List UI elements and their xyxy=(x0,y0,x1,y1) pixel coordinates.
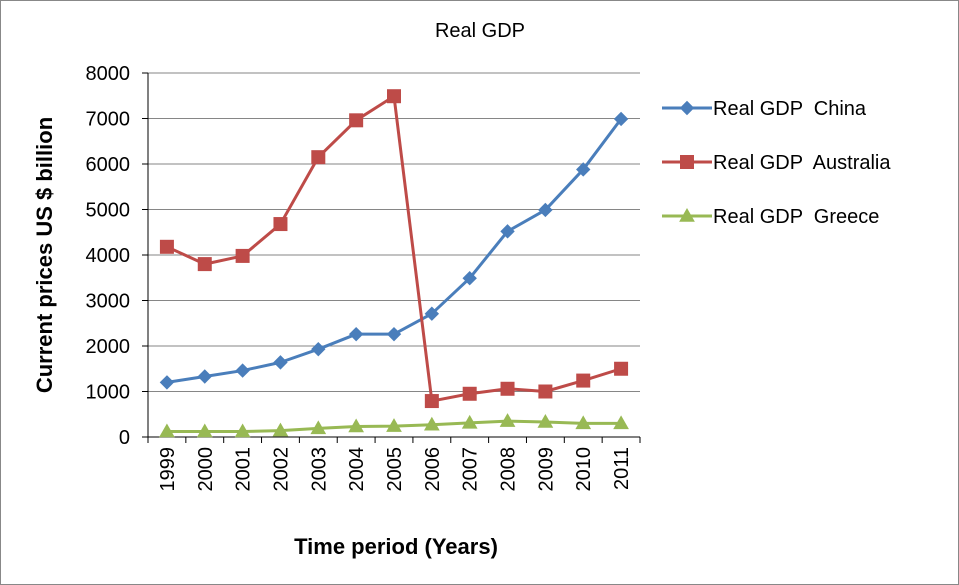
legend: Real GDP China Real GDP Australia Real GDP… xyxy=(662,98,891,228)
data-point xyxy=(387,89,401,104)
y-tick-label: 1000 xyxy=(86,382,131,404)
x-tick-labels: 1999 2000 2001 2002 2003 2004 2005 2006 2007 2008… xyxy=(157,447,633,492)
data-point xyxy=(159,375,175,390)
data-point xyxy=(613,111,629,127)
x-tick-label: 2005 xyxy=(384,447,406,492)
y-tick-label: 7000 xyxy=(86,109,131,131)
data-point xyxy=(614,361,629,376)
data-point xyxy=(538,202,553,218)
gridlines xyxy=(142,72,641,443)
data-point xyxy=(273,217,288,232)
legend-marker xyxy=(679,207,695,222)
x-tick-label: 2002 xyxy=(270,447,292,492)
data-point xyxy=(462,270,477,286)
series-1 xyxy=(159,111,629,390)
legend-label: Real GDP China xyxy=(713,98,867,120)
x-tick-label: 2008 xyxy=(498,447,520,492)
y-tick-label: 3000 xyxy=(86,291,131,313)
series-3 xyxy=(159,413,629,438)
data-point xyxy=(576,162,591,177)
data-point xyxy=(423,416,440,431)
data-point xyxy=(310,420,327,435)
y-tick-label: 2000 xyxy=(86,336,131,358)
y-tick-label: 8000 xyxy=(86,63,131,85)
data-point xyxy=(576,373,591,388)
data-point xyxy=(424,306,440,321)
legend-marker xyxy=(679,100,695,116)
x-tick-label: 2009 xyxy=(535,447,557,492)
legend-label: Real GDP Australia xyxy=(713,152,891,174)
y-tick-labels: 0 1000 2000 3000 4000 5000 6000 7000 8000 xyxy=(86,63,131,449)
data-point xyxy=(196,423,213,438)
data-point xyxy=(538,384,553,399)
data-point xyxy=(159,423,175,438)
data-point xyxy=(349,113,364,128)
x-tick-label: 2003 xyxy=(308,447,330,492)
legend-entry: Real GDP Australia xyxy=(662,152,891,174)
legend-label: Real GDP Greece xyxy=(713,206,879,228)
y-tick-label: 5000 xyxy=(86,200,131,222)
y-tick-label: 0 xyxy=(119,427,130,449)
data-point xyxy=(311,150,326,165)
data-point xyxy=(197,369,212,384)
data-point xyxy=(348,326,364,342)
legend-entry: Real GDP Greece xyxy=(662,206,879,228)
x-tick-label: 2000 xyxy=(195,447,217,492)
legend-marker xyxy=(680,155,694,169)
data-point xyxy=(386,418,402,432)
series-2 xyxy=(159,89,629,409)
x-tick-label: 2006 xyxy=(422,447,444,492)
data-point xyxy=(311,341,326,357)
data-point xyxy=(273,355,288,370)
x-tick-label: 2007 xyxy=(460,447,482,492)
x-axis-title: Time period (Years) xyxy=(294,534,498,559)
data-point xyxy=(234,423,251,438)
data-point xyxy=(235,248,250,263)
data-point xyxy=(159,239,174,254)
data-point xyxy=(424,394,439,409)
y-tick-label: 6000 xyxy=(86,154,131,176)
data-point xyxy=(500,381,515,396)
x-tick-label: 1999 xyxy=(157,447,179,492)
data-point xyxy=(461,414,478,429)
data-point xyxy=(575,415,592,430)
y-tick-label: 4000 xyxy=(86,245,131,267)
data-point xyxy=(197,257,212,272)
x-tick-label: 2001 xyxy=(233,447,255,492)
data-point xyxy=(235,363,250,378)
data-point xyxy=(537,413,554,428)
data-point xyxy=(613,415,629,430)
data-point xyxy=(272,422,289,437)
data-point xyxy=(499,413,516,427)
data-point xyxy=(500,224,515,239)
plot-series xyxy=(159,89,629,438)
data-point xyxy=(462,386,477,401)
data-point xyxy=(386,326,402,342)
x-tick-label: 2010 xyxy=(573,447,595,492)
y-axis-title: Current prices US $ billion xyxy=(32,117,57,393)
legend-entry: Real GDP China xyxy=(662,98,867,120)
chart-title: Real GDP xyxy=(435,20,525,42)
x-tick-label: 2004 xyxy=(346,447,368,492)
x-tick-label: 2011 xyxy=(611,447,633,490)
data-point xyxy=(348,418,365,433)
